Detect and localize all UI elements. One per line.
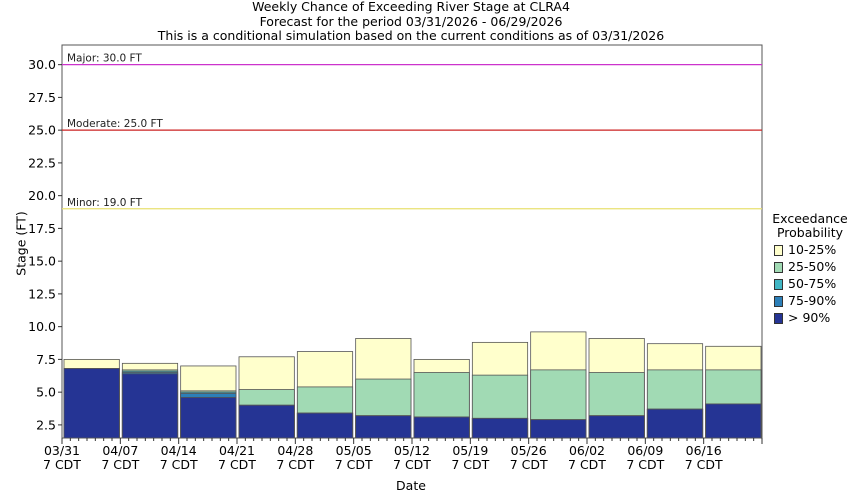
x-tick-tz-9: 7 CDT: [568, 457, 606, 472]
bar-4-11: [705, 403, 762, 439]
x-tick-date-4: 04/28: [277, 443, 313, 458]
x-tick-tz-10: 7 CDT: [626, 457, 664, 472]
bar-4-9: [588, 415, 645, 439]
legend-item: 10-25%: [770, 243, 850, 257]
legend-label: 75-90%: [788, 293, 837, 308]
legend-swatch: [774, 295, 783, 307]
bar-4-6: [413, 416, 470, 439]
y-tick-label-7: 20.0: [28, 188, 56, 203]
y-tick-label-4: 12.5: [28, 286, 56, 301]
y-tick-label-1: 5.0: [36, 385, 56, 400]
chart-title: Weekly Chance of Exceeding River Stage a…: [252, 0, 570, 14]
legend-item: 50-75%: [770, 277, 850, 291]
bar-4-8: [530, 419, 587, 439]
legend-item: 25-50%: [770, 260, 850, 274]
y-tick-label-8: 22.5: [28, 155, 56, 170]
bar-4-3: [238, 404, 295, 439]
x-tick-date-9: 06/02: [569, 443, 605, 458]
bar-4-0: [63, 368, 120, 439]
x-tick-date-7: 05/19: [452, 443, 488, 458]
bar-4-5: [355, 415, 412, 439]
chart-titles: Weekly Chance of Exceeding River Stage a…: [60, 0, 762, 44]
x-tick-tz-3: 7 CDT: [218, 457, 256, 472]
x-tick-tz-7: 7 CDT: [451, 457, 489, 472]
y-tick-label-2: 7.5: [36, 352, 56, 367]
y-tick-label-3: 10.0: [28, 319, 56, 334]
x-axis-label: Date: [396, 478, 426, 493]
y-tick-label-9: 25.0: [28, 123, 56, 138]
legend: Exceedance Probability 10-25% 25-50% 50-75…: [770, 212, 850, 325]
legend-title: Exceedance Probability: [770, 212, 850, 240]
x-tick-date-11: 06/16: [686, 443, 722, 458]
x-tick-date-5: 05/05: [336, 443, 372, 458]
legend-label: 10-25%: [788, 242, 837, 257]
legend-items: 10-25% 25-50% 50-75% 75-90% > 90%: [770, 243, 850, 325]
chart-subtitle-conditions: This is a conditional simulation based o…: [157, 28, 665, 43]
threshold-label-1: Moderate: 25.0 FT: [67, 118, 163, 130]
threshold-label-0: Major: 30.0 FT: [67, 53, 142, 65]
legend-label: > 90%: [788, 310, 831, 325]
x-tick-date-6: 05/12: [394, 443, 430, 458]
x-tick-tz-1: 7 CDT: [101, 457, 139, 472]
y-tick-label-11: 30.0: [28, 57, 56, 72]
x-tick-tz-2: 7 CDT: [160, 457, 198, 472]
legend-swatch: [774, 244, 783, 256]
y-tick-label-10: 27.5: [28, 90, 56, 105]
legend-title-line1: Exceedance: [772, 211, 848, 226]
y-tick-label-6: 17.5: [28, 221, 56, 236]
y-tick-label-0: 2.5: [36, 417, 56, 432]
bar-4-7: [471, 417, 529, 439]
legend-label: 50-75%: [788, 276, 837, 291]
x-tick-date-8: 05/26: [511, 443, 547, 458]
plot-area: [61, 44, 763, 439]
x-tick-date-0: 03/31: [44, 443, 80, 458]
legend-item: 75-90%: [770, 294, 850, 308]
x-tick-tz-11: 7 CDT: [685, 457, 723, 472]
x-tick-date-1: 04/07: [102, 443, 138, 458]
legend-label: 25-50%: [788, 259, 837, 274]
chart-subtitle-period: Forecast for the period 03/31/2026 - 06/…: [259, 13, 563, 29]
x-tick-tz-4: 7 CDT: [276, 457, 314, 472]
x-tick-tz-0: 7 CDT: [43, 457, 81, 472]
legend-swatch: [774, 278, 783, 290]
legend-item: > 90%: [770, 311, 850, 325]
legend-swatch: [774, 261, 783, 273]
x-tick-tz-5: 7 CDT: [335, 457, 373, 472]
legend-swatch: [774, 312, 783, 324]
y-tick-label-5: 15.0: [28, 254, 56, 269]
bar-4-10: [646, 408, 704, 439]
bar-4-4: [296, 412, 354, 439]
x-tick-date-3: 04/21: [219, 443, 255, 458]
bar-4-1: [121, 373, 179, 439]
bar-4-2: [180, 396, 237, 439]
x-tick-tz-8: 7 CDT: [510, 457, 548, 472]
x-tick-tz-6: 7 CDT: [393, 457, 431, 472]
y-axis-label: Stage (FT): [13, 211, 29, 276]
x-tick-date-10: 06/09: [627, 443, 663, 458]
threshold-label-2: Minor: 19.0 FT: [67, 197, 143, 209]
x-tick-date-2: 04/14: [161, 443, 197, 458]
legend-title-line2: Probability: [776, 225, 844, 240]
